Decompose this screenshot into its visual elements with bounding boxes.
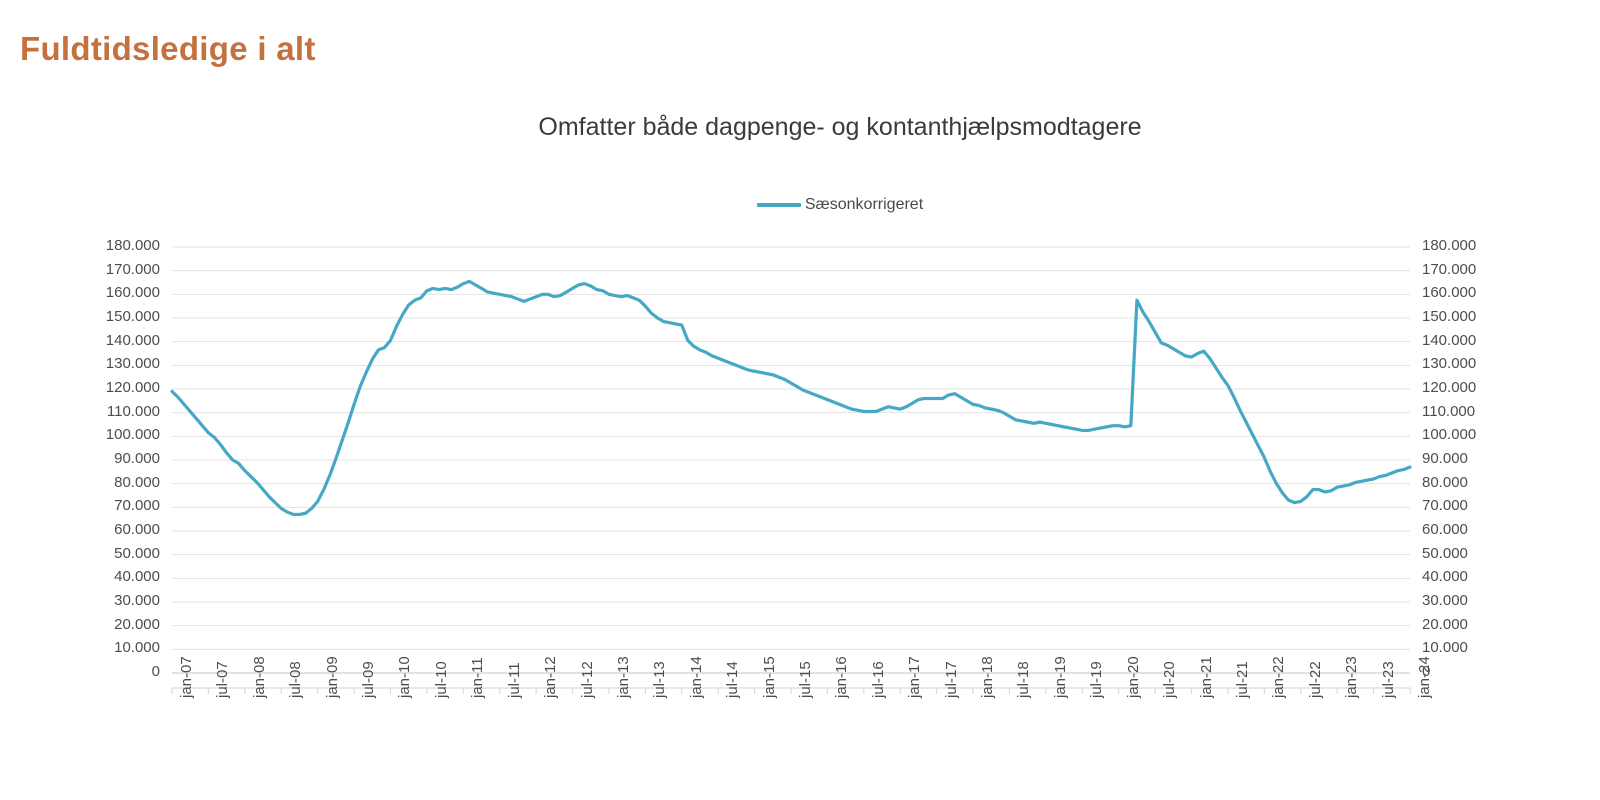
y-axis-left-tick-label: 110.000 bbox=[106, 402, 160, 420]
y-axis-left-tick-label: 10.000 bbox=[114, 639, 160, 657]
y-axis-left-tick-label: 30.000 bbox=[114, 592, 160, 609]
x-axis-tick-label: jan-20 bbox=[1124, 656, 1142, 698]
x-axis-tick-label: jan-17 bbox=[906, 656, 924, 698]
x-axis-tick-label: jan-19 bbox=[1051, 656, 1069, 698]
x-axis-tick-label: jul-19 bbox=[1088, 661, 1106, 698]
y-axis-left-tick-label: 140.000 bbox=[105, 331, 160, 349]
y-axis-right-tick-label: 100.000 bbox=[1422, 426, 1477, 444]
x-axis-tick-label: jul-20 bbox=[1161, 661, 1179, 698]
y-axis-left-tick-label: 160.000 bbox=[105, 284, 160, 302]
x-axis-tick-label: jul-11 bbox=[505, 662, 523, 698]
y-axis-left-tick-label: 70.000 bbox=[114, 497, 160, 515]
y-axis-right-tick-label: 130.000 bbox=[1422, 355, 1477, 373]
y-axis-left-tick-label: 80.000 bbox=[114, 473, 160, 491]
y-axis-right-tick-label: 110.000 bbox=[1422, 402, 1476, 420]
x-axis-tick-label: jan-24 bbox=[1416, 656, 1433, 698]
x-axis-tick-label: jan-21 bbox=[1197, 656, 1215, 698]
y-axis-right-tick-label: 120.000 bbox=[1422, 379, 1477, 396]
y-axis-right-tick-label: 180.000 bbox=[1422, 237, 1477, 254]
y-axis-right-tick-label: 20.000 bbox=[1422, 615, 1468, 633]
y-axis-left-tick-label: 0 bbox=[151, 663, 160, 680]
x-axis-tick-label: jan-08 bbox=[250, 656, 268, 698]
x-axis-tick-label: jan-15 bbox=[760, 656, 778, 698]
x-axis-tick-label: jan-16 bbox=[833, 656, 851, 698]
y-axis-right-tick-label: 40.000 bbox=[1422, 568, 1468, 586]
x-axis-tick-label: jul-14 bbox=[724, 661, 742, 698]
chart-legend: Sæsonkorrigeret bbox=[0, 196, 1600, 214]
y-axis-left-tick-label: 90.000 bbox=[114, 450, 160, 467]
x-axis-tick-label: jan-18 bbox=[979, 656, 997, 698]
x-axis-tick-label: jul-23 bbox=[1379, 661, 1397, 698]
x-axis-tick-label: jan-11 bbox=[469, 657, 487, 698]
x-axis-tick-label: jul-18 bbox=[1015, 661, 1033, 698]
x-axis-tick-label: jul-15 bbox=[797, 661, 814, 698]
y-axis-right-tick-label: 0 bbox=[1422, 663, 1431, 680]
x-axis-tick-label: jan-07 bbox=[178, 656, 195, 698]
x-axis-tick-label: jul-07 bbox=[214, 661, 232, 698]
legend-item-label: Sæsonkorrigeret bbox=[804, 196, 924, 213]
chart-subtitle: Omfatter både dagpenge- og kontanthjælps… bbox=[538, 113, 1142, 141]
y-axis-left-tick-label: 170.000 bbox=[105, 260, 160, 278]
x-axis-tick-label: jul-21 bbox=[1233, 661, 1251, 698]
y-axis-left-tick-label: 150.000 bbox=[105, 308, 160, 325]
y-axis-left-tick-label: 180.000 bbox=[105, 237, 160, 254]
x-axis-tick-label: jul-08 bbox=[287, 661, 305, 698]
x-axis-tick-label: jul-17 bbox=[942, 661, 960, 698]
x-axis-tick-label: jul-10 bbox=[432, 661, 450, 698]
x-axis-tick-label: jul-12 bbox=[578, 661, 596, 698]
y-axis-right-tick-label: 70.000 bbox=[1422, 497, 1468, 515]
x-axis-tick-label: jan-10 bbox=[396, 656, 414, 698]
legend-color-swatch bbox=[756, 203, 801, 207]
x-axis-tick-label: jul-13 bbox=[651, 661, 669, 698]
y-axis-right-tick-label: 160.000 bbox=[1422, 284, 1477, 302]
page-title: Fuldtidsledige i alt bbox=[20, 30, 316, 67]
y-axis-right-tick-label: 140.000 bbox=[1422, 331, 1477, 349]
y-axis-right-tick-label: 50.000 bbox=[1422, 544, 1468, 562]
y-axis-left-tick-label: 20.000 bbox=[114, 615, 160, 633]
y-axis-left-tick-label: 40.000 bbox=[114, 568, 160, 586]
x-axis-tick-label: jan-14 bbox=[687, 656, 705, 698]
y-axis-left-tick-label: 120.000 bbox=[105, 379, 160, 396]
y-axis-left-tick-label: 50.000 bbox=[114, 544, 160, 562]
x-axis-tick-label: jul-16 bbox=[869, 661, 887, 698]
y-axis-right-tick-label: 170.000 bbox=[1422, 260, 1477, 278]
y-axis-right-tick-label: 10.000 bbox=[1422, 639, 1468, 657]
x-axis-tick-label: jan-12 bbox=[542, 656, 560, 698]
y-axis-right-tick-label: 60.000 bbox=[1422, 521, 1468, 538]
x-axis-tick-label: jul-09 bbox=[360, 661, 378, 698]
y-axis-right-tick-label: 150.000 bbox=[1422, 308, 1477, 325]
y-axis-left-tick-label: 60.000 bbox=[114, 521, 160, 538]
y-axis-left-tick-label: 100.000 bbox=[105, 426, 160, 444]
y-axis-right-tick-label: 90.000 bbox=[1422, 450, 1468, 467]
x-axis-tick-label: jul-22 bbox=[1306, 661, 1324, 698]
x-axis-tick-label: jan-09 bbox=[323, 656, 341, 698]
x-axis-tick-label: jan-13 bbox=[614, 656, 632, 698]
y-axis-left-tick-label: 130.000 bbox=[105, 355, 160, 373]
x-axis-tick-label: jan-22 bbox=[1270, 656, 1288, 698]
x-axis-tick-label: jan-23 bbox=[1343, 656, 1361, 698]
y-axis-right-tick-label: 80.000 bbox=[1422, 473, 1468, 491]
y-axis-right-tick-label: 30.000 bbox=[1422, 592, 1468, 609]
